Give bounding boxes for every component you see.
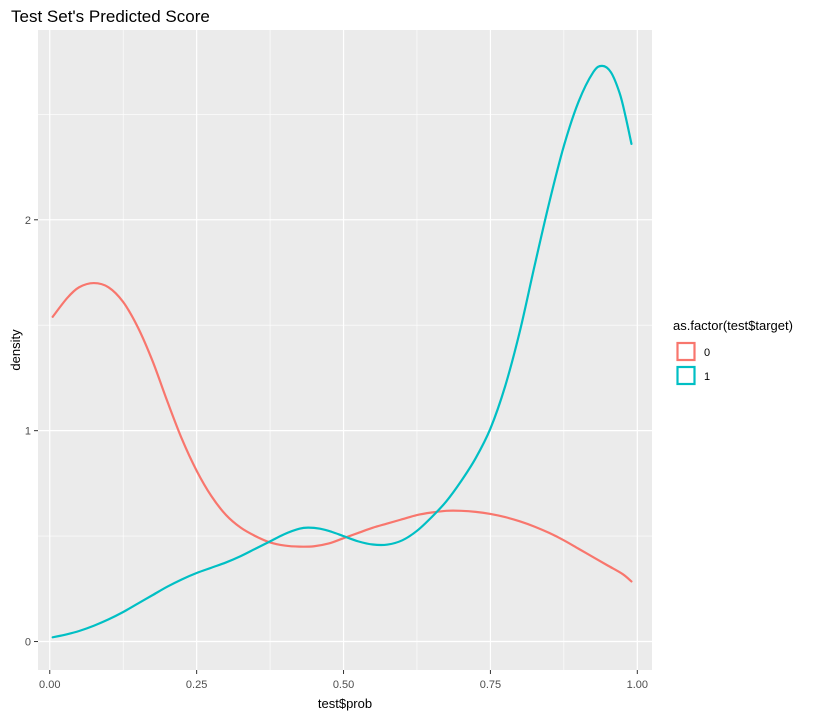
plot-panel bbox=[38, 30, 652, 670]
density-line-0 bbox=[51, 281, 633, 583]
x-tick-label: 0.50 bbox=[333, 679, 354, 691]
legend-title: as.factor(test$target) bbox=[673, 318, 793, 333]
legend-key-0 bbox=[676, 341, 696, 362]
legend-label-1: 1 bbox=[704, 371, 710, 383]
legend: as.factor(test$target) 01 bbox=[673, 318, 793, 386]
series-layer bbox=[51, 64, 633, 639]
y-axis: 0 1 2 bbox=[25, 215, 38, 649]
x-axis-title: test$prob bbox=[318, 696, 372, 711]
x-tick-label: 0.75 bbox=[480, 679, 501, 691]
y-tick-label: 2 bbox=[25, 215, 31, 227]
y-tick-label: 0 bbox=[25, 637, 31, 649]
x-axis: 0.00 0.25 0.50 0.75 1.00 bbox=[39, 670, 648, 691]
y-axis-title: density bbox=[8, 329, 23, 371]
y-tick-label: 1 bbox=[25, 426, 31, 438]
x-tick-label: 0.00 bbox=[39, 679, 60, 691]
density-line-1 bbox=[51, 64, 633, 639]
x-tick-label: 0.25 bbox=[186, 679, 207, 691]
x-tick-label: 1.00 bbox=[627, 679, 648, 691]
chart-title: Test Set's Predicted Score bbox=[11, 7, 210, 26]
major-gridlines bbox=[38, 30, 652, 670]
legend-label-0: 0 bbox=[704, 347, 710, 359]
legend-entries: 01 bbox=[676, 341, 710, 386]
legend-key-1 bbox=[676, 365, 696, 386]
